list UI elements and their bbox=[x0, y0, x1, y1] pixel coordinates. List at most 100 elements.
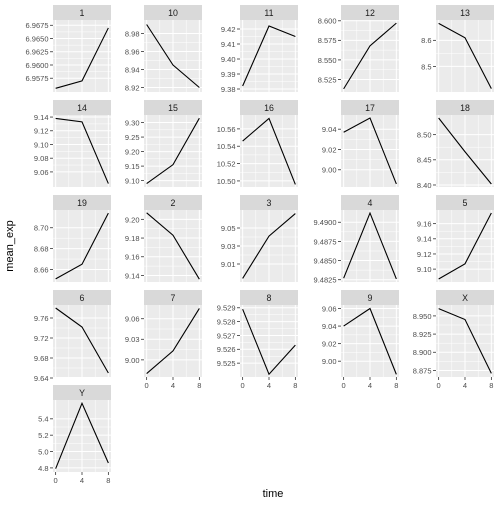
series-line bbox=[343, 117, 397, 185]
y-tick-label: 9.08 bbox=[34, 154, 49, 163]
y-tick-label: 9.14 bbox=[125, 271, 140, 280]
facet-strip bbox=[341, 5, 399, 20]
series-line bbox=[343, 307, 397, 375]
y-tick-label: 10.54 bbox=[217, 142, 236, 151]
x-tick-label: 0 bbox=[54, 476, 58, 485]
y-tick-label: 9.25 bbox=[125, 133, 140, 142]
facet-strip-label: 3 bbox=[267, 198, 272, 208]
series-line bbox=[438, 308, 492, 374]
y-tick-label: 8.575 bbox=[318, 36, 337, 45]
y-tick-label: 8.70 bbox=[34, 224, 49, 233]
series-line bbox=[343, 211, 397, 280]
y-tick-label: 9.4850 bbox=[314, 256, 337, 265]
facet-strip-label: Y bbox=[79, 388, 85, 398]
y-tick-label: 8.45 bbox=[417, 156, 432, 165]
y-tick-label: 9.527 bbox=[217, 331, 236, 340]
y-tick-label: 8.94 bbox=[125, 65, 140, 74]
y-tick-label: 9.02 bbox=[322, 145, 337, 154]
facet-strip bbox=[240, 195, 298, 210]
y-tick-label: 10.56 bbox=[217, 125, 236, 134]
facet-strip-label: 18 bbox=[460, 103, 470, 113]
series-line bbox=[438, 22, 492, 89]
x-tick-label: 8 bbox=[197, 381, 201, 390]
y-tick-label: 9.10 bbox=[34, 140, 49, 149]
series-line bbox=[146, 117, 200, 184]
facet-strip bbox=[240, 290, 298, 305]
facet-strip-label: 5 bbox=[463, 198, 468, 208]
y-tick-label: 10.52 bbox=[217, 159, 236, 168]
y-tick-label: 5.4 bbox=[38, 415, 48, 424]
facet-strip-label: 8 bbox=[267, 293, 272, 303]
facet-strip bbox=[341, 290, 399, 305]
facet-strip-label: 9 bbox=[368, 293, 373, 303]
facet-strip-label: 16 bbox=[264, 103, 274, 113]
y-tick-label: 9.30 bbox=[125, 118, 140, 127]
series-line bbox=[438, 117, 492, 185]
facet-strip-label: 17 bbox=[365, 103, 375, 113]
facet-strip bbox=[144, 195, 202, 210]
y-tick-label: 9.00 bbox=[322, 166, 337, 175]
series-line bbox=[343, 22, 397, 90]
y-tick-label: 9.16 bbox=[125, 253, 140, 262]
facet-strip bbox=[144, 290, 202, 305]
facet-strip-label: 11 bbox=[264, 8, 273, 18]
x-tick-label: 8 bbox=[293, 381, 297, 390]
y-tick-label: 9.06 bbox=[322, 304, 337, 313]
facet-strip-label: X bbox=[462, 293, 468, 303]
y-tick-label: 9.04 bbox=[322, 125, 337, 134]
y-tick-label: 9.03 bbox=[125, 335, 140, 344]
x-tick-label: 0 bbox=[342, 381, 346, 390]
facet-strip bbox=[240, 100, 298, 115]
series-line bbox=[242, 25, 296, 87]
y-tick-label: 9.528 bbox=[217, 318, 236, 327]
y-tick-label: 9.41 bbox=[221, 40, 236, 49]
facet-strip bbox=[436, 290, 494, 305]
y-tick-label: 9.00 bbox=[125, 356, 140, 365]
facet-strip-label: 15 bbox=[168, 103, 178, 113]
y-tick-label: 9.12 bbox=[34, 127, 49, 136]
x-tick-label: 4 bbox=[463, 381, 467, 390]
y-tick-label: 6.9600 bbox=[26, 61, 49, 70]
y-tick-label: 5.0 bbox=[38, 447, 48, 456]
y-tick-label: 9.42 bbox=[221, 25, 236, 34]
y-tick-label: 9.10 bbox=[125, 177, 140, 186]
facet-strip bbox=[436, 100, 494, 115]
y-tick-label: 9.03 bbox=[221, 242, 236, 251]
series-line bbox=[242, 117, 296, 185]
y-tick-label: 9.72 bbox=[34, 334, 49, 343]
x-tick-label: 8 bbox=[106, 476, 110, 485]
y-tick-label: 9.525 bbox=[217, 359, 236, 368]
facet-strip-label: 14 bbox=[77, 103, 87, 113]
x-tick-label: 4 bbox=[80, 476, 84, 485]
y-tick-label: 8.40 bbox=[417, 181, 432, 190]
y-tick-label: 9.68 bbox=[34, 354, 49, 363]
y-tick-label: 9.06 bbox=[125, 315, 140, 324]
y-tick-label: 9.18 bbox=[125, 234, 140, 243]
facet-strip-label: 19 bbox=[77, 198, 87, 208]
y-tick-label: 8.900 bbox=[413, 348, 432, 357]
y-tick-label: 9.15 bbox=[125, 162, 140, 171]
facet-strip bbox=[53, 385, 111, 400]
series-line bbox=[242, 213, 296, 279]
y-tick-label: 8.6 bbox=[421, 36, 431, 45]
y-tick-label: 9.04 bbox=[322, 322, 337, 331]
facet-strip-label: 7 bbox=[171, 293, 176, 303]
y-tick-label: 9.16 bbox=[417, 220, 432, 229]
y-tick-label: 9.4825 bbox=[314, 276, 337, 285]
y-tick-label: 8.66 bbox=[34, 265, 49, 274]
facet-strip bbox=[436, 195, 494, 210]
facet-strip-label: 4 bbox=[368, 198, 373, 208]
series-line bbox=[55, 27, 109, 89]
facet-strip bbox=[53, 5, 111, 20]
series-line bbox=[55, 307, 109, 374]
y-tick-label: 9.529 bbox=[217, 304, 236, 313]
y-tick-label: 8.96 bbox=[125, 47, 140, 56]
y-tick-label: 9.20 bbox=[125, 215, 140, 224]
series-line bbox=[55, 401, 109, 469]
x-tick-label: 4 bbox=[267, 381, 271, 390]
facet-strip-label: 12 bbox=[365, 8, 375, 18]
y-tick-label: 10.50 bbox=[217, 177, 236, 186]
y-tick-label: 8.50 bbox=[417, 131, 432, 140]
y-tick-label: 9.64 bbox=[34, 374, 49, 383]
